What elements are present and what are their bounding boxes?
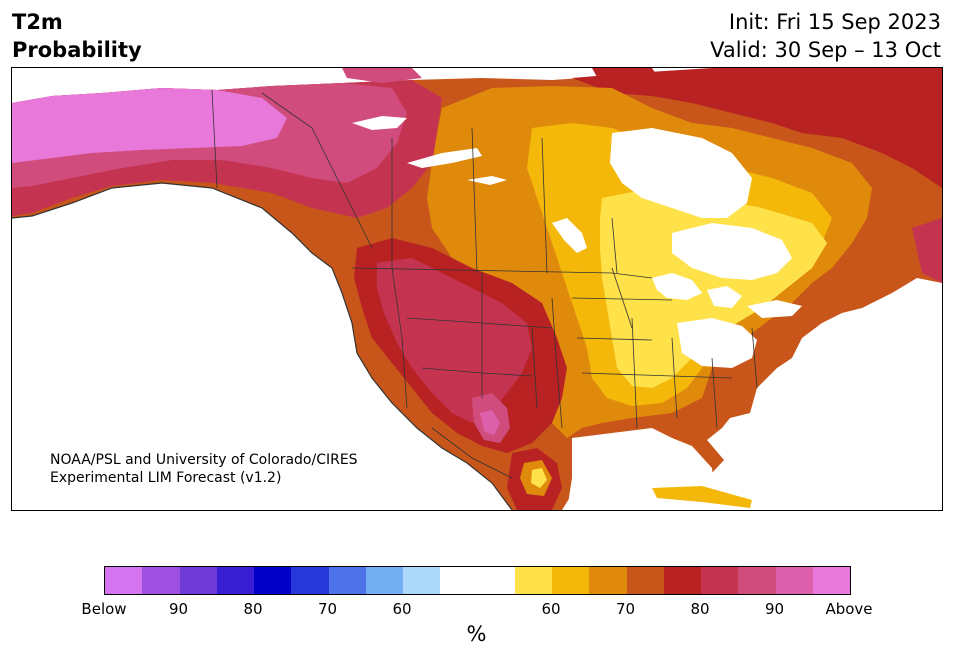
hudson-bay bbox=[610, 128, 752, 218]
credit-line-1: NOAA/PSL and University of Colorado/CIRE… bbox=[50, 452, 358, 468]
colorbar-swatch-10 bbox=[477, 567, 515, 594]
great-lakes bbox=[652, 273, 802, 318]
colorbar-swatch-8 bbox=[403, 567, 441, 594]
colorbar-tick-label: 70 bbox=[317, 600, 338, 618]
map-credit: NOAA/PSL and University of Colorado/CIRE… bbox=[50, 451, 358, 487]
colorbar-swatch-18 bbox=[775, 567, 813, 594]
colorbar-swatch-19 bbox=[812, 567, 850, 594]
colorbar-swatch-15 bbox=[663, 567, 701, 594]
region-labrador-above-85 bbox=[912, 218, 942, 283]
region-ontario-near-normal bbox=[672, 223, 792, 280]
title-line-2: Probability bbox=[12, 38, 142, 62]
political-borders bbox=[211, 89, 758, 479]
coastlines bbox=[12, 182, 513, 510]
north-america-map bbox=[12, 68, 942, 510]
region-mexico-above-95 bbox=[480, 410, 500, 435]
colorbar-tick-labels: Below 90 80 70 60 60 70 80 90 Above bbox=[81, 600, 872, 620]
colorbar-tick-label: 70 bbox=[615, 600, 636, 618]
colorbar-tick-label: 60 bbox=[392, 600, 412, 618]
colorbar-swatch-9 bbox=[440, 567, 478, 594]
region-alaska-above-max bbox=[12, 88, 287, 163]
great-bear-lake bbox=[352, 116, 407, 130]
colorbar-swatch-12 bbox=[552, 567, 590, 594]
forecast-dates: Init: Fri 15 Sep 2023 Valid: 30 Sep – 13… bbox=[710, 8, 941, 64]
region-ohio-valley-near-normal bbox=[677, 318, 757, 368]
colorbar-swatch-14 bbox=[626, 567, 664, 594]
colorbar-swatch-6 bbox=[328, 567, 366, 594]
colorbar-swatch-11 bbox=[514, 567, 552, 594]
colorbar-tick-label: Above bbox=[825, 600, 873, 618]
lake-athabasca bbox=[467, 176, 507, 185]
great-slave-lake bbox=[407, 148, 482, 168]
colorbar-tick-label: 60 bbox=[541, 600, 561, 618]
colorbar-swatch-5 bbox=[291, 567, 329, 594]
colorbar-swatch-17 bbox=[738, 567, 776, 594]
colorbar-tick-label: 80 bbox=[690, 600, 710, 618]
region-rockies-above-85 bbox=[377, 258, 532, 423]
colorbar-swatch-7 bbox=[365, 567, 403, 594]
arctic-islands bbox=[592, 68, 882, 103]
title-line-1: T2m bbox=[12, 10, 63, 34]
colorbar-tick-label: 80 bbox=[243, 600, 263, 618]
colorbar-swatch-16 bbox=[701, 567, 739, 594]
colorbar-swatch-13 bbox=[589, 567, 627, 594]
valid-range: Valid: 30 Sep – 13 Oct bbox=[710, 38, 941, 62]
colorbar-swatch-4 bbox=[254, 567, 292, 594]
colorbar-tick-label: Below bbox=[81, 600, 127, 618]
cuba bbox=[652, 486, 752, 508]
colorbar-swatch-2 bbox=[179, 567, 217, 594]
init-date: Init: Fri 15 Sep 2023 bbox=[728, 10, 941, 34]
arctic-islands-west bbox=[342, 68, 422, 83]
map-title: T2m Probability bbox=[12, 8, 142, 64]
colorbar-swatch-3 bbox=[216, 567, 254, 594]
probability-colorbar bbox=[104, 566, 851, 595]
colorbar-swatch-1 bbox=[142, 567, 180, 594]
colorbar-swatch-0 bbox=[105, 567, 143, 594]
colorbar-unit: % bbox=[466, 622, 487, 646]
lake-winnipeg bbox=[552, 218, 587, 253]
colorbar-tick-label: 90 bbox=[764, 600, 785, 618]
credit-line-2: Experimental LIM Forecast (v1.2) bbox=[50, 470, 282, 486]
probability-map: NOAA/PSL and University of Colorado/CIRE… bbox=[11, 67, 943, 511]
colorbar-tick-label: 90 bbox=[168, 600, 189, 618]
region-mexico-hotspot-above-60 bbox=[531, 468, 547, 488]
